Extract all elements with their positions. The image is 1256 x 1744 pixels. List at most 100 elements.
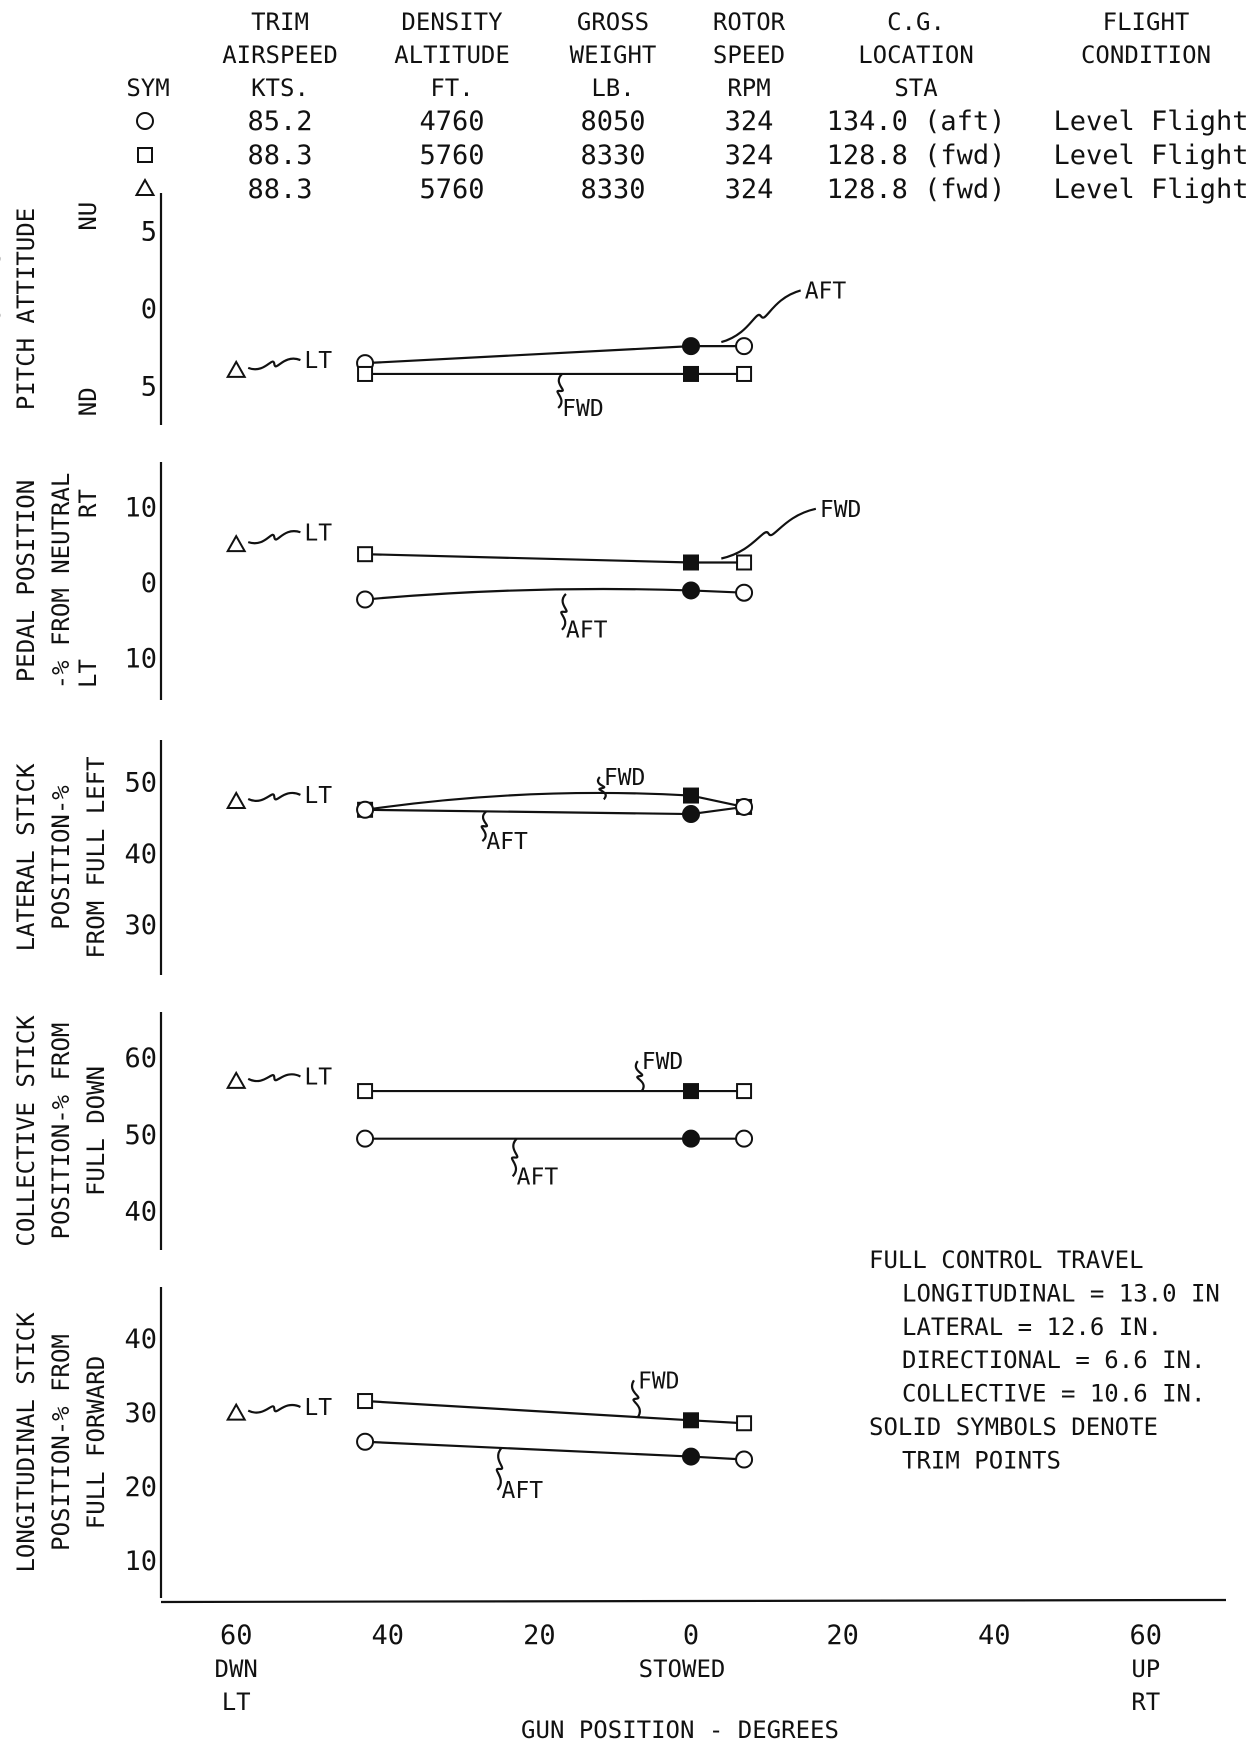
table-cell: 85.2: [247, 106, 312, 137]
x-sub-label-dwn: DWN: [215, 1655, 258, 1683]
data-point-triangle: [225, 534, 247, 553]
annotation-fwd: FWD: [642, 1049, 684, 1075]
data-point-square: [683, 554, 699, 571]
series-aft: [356, 1129, 754, 1148]
header-cell-altitude: ALTITUDE: [394, 41, 510, 69]
table-cell: 8330: [580, 140, 645, 171]
x-tick-label: 0: [683, 1620, 699, 1651]
data-point-circle: [356, 590, 375, 609]
header-cell-sym: SYM: [126, 74, 169, 102]
header-cell-condition: CONDITION: [1081, 41, 1211, 69]
annotation-lt: LT: [304, 520, 332, 546]
table-cell: 4760: [419, 106, 484, 137]
data-point-circle: [735, 583, 754, 602]
annotation-leader: [480, 810, 489, 842]
table-cell: 134.0 (aft): [827, 106, 1006, 137]
series-line-fwd: [365, 553, 745, 564]
y-tick-label: 20: [124, 1472, 157, 1503]
x-tick-label: 20: [523, 1620, 556, 1651]
table-cell: 8050: [580, 106, 645, 137]
data-point-circle: [735, 797, 754, 816]
table-cell: 128.8 (fwd): [827, 140, 1006, 171]
y-axis-label: FROM FULL LEFT: [82, 756, 110, 958]
series-lt: [225, 534, 247, 553]
y-axis-label: COLLECTIVE STICK: [12, 1015, 40, 1247]
header-cell-rotor: ROTOR: [713, 8, 786, 36]
series-line-fwd: [364, 791, 745, 811]
annotation-lt: LT: [304, 783, 332, 809]
annotation-aft: AFT: [486, 829, 528, 855]
x-sub-label-stowed: STOWED: [639, 1655, 726, 1683]
annotation-leader: [631, 1379, 641, 1418]
x-sub-label-lt: LT: [222, 1688, 251, 1716]
legend-square-icon: [137, 147, 153, 163]
annotation-lt: LT: [304, 1064, 332, 1090]
annotation-leader: [596, 776, 607, 801]
header-cell-kts: KTS.: [251, 74, 309, 102]
header-cell-rpm: RPM: [727, 74, 770, 102]
series-lt: [225, 1070, 247, 1089]
annotation-aft: AFT: [805, 278, 847, 304]
table-cell: 5760: [419, 174, 484, 205]
header-cell-density: DENSITY: [401, 8, 503, 36]
panel-lateral-stick-position-from-full-left: 50 40 30 LATERAL STICK POSITION-% FROM FULL L…: [12, 740, 754, 975]
data-point-circle: [682, 805, 700, 824]
data-point-square: [683, 1083, 699, 1100]
side-label-rt: RT: [74, 489, 102, 518]
flight-conditions-table: SYM TRIM AIRSPEED KTS. DENSITY ALTITUDE FT. GRO…: [126, 8, 1248, 205]
legend-triangle-icon: [134, 177, 156, 196]
header-cell-gross: GROSS: [577, 8, 649, 36]
data-point-triangle: [225, 359, 247, 378]
note-line: SOLID SYMBOLS DENOTE: [869, 1413, 1158, 1441]
note-line: TRIM POINTS: [902, 1446, 1061, 1474]
header-cell-flight: FLIGHT: [1103, 8, 1190, 36]
x-sub-label-up: UP: [1131, 1655, 1160, 1683]
y-axis-label: POSITION-%: [47, 785, 75, 930]
header-cell-lb: LB.: [591, 74, 634, 102]
annotation-leader: [721, 507, 817, 560]
series-aft: [356, 797, 754, 824]
data-point-triangle: [225, 1070, 247, 1089]
annotation-leader: [560, 593, 568, 631]
annotation-leader: [247, 1404, 301, 1414]
data-point-triangle: [225, 790, 247, 809]
header-cell-c-g: C.G.: [887, 8, 945, 36]
y-tick-label: 60: [124, 1043, 157, 1074]
series-fwd: [357, 365, 753, 382]
panel-collective-stick-position-from-full-down: 60 50 40 COLLECTIVE STICK POSITION-% FROM FUL…: [12, 1012, 754, 1250]
data-point-circle: [682, 1447, 700, 1466]
annotation-leader: [721, 289, 801, 344]
data-point-circle: [735, 1450, 754, 1469]
data-point-square: [357, 546, 374, 563]
header-cell-ft: FT.: [430, 74, 473, 102]
data-point-circle: [735, 337, 754, 356]
header-cell-airspeed: AIRSPEED: [222, 41, 338, 69]
data-point-circle: [356, 800, 375, 819]
series-aft: [356, 1432, 754, 1469]
y-axis-label: LONGITUDINAL STICK: [12, 1312, 40, 1573]
series-lt: [225, 790, 247, 809]
header-cell-speed: SPEED: [713, 41, 785, 69]
table-cell: 128.8 (fwd): [827, 174, 1006, 205]
annotation-leader: [247, 357, 301, 371]
note-line: DIRECTIONAL = 6.6 IN.: [902, 1346, 1205, 1374]
side-label-nd: ND: [74, 387, 102, 416]
table-cell: 88.3: [247, 140, 312, 171]
y-tick-label: 0: [141, 294, 157, 325]
data-point-circle: [682, 337, 700, 356]
y-tick-label: 0: [141, 568, 157, 599]
table-cell: 324: [725, 174, 774, 205]
panel-pedal-position-from-neutral: 10 0 10 PEDAL POSITION -% FROM NEUTRAL RT LT FW…: [12, 462, 861, 700]
side-label-lt: LT: [74, 659, 102, 688]
data-point-square: [357, 365, 374, 382]
note-line: COLLECTIVE = 10.6 IN.: [902, 1380, 1205, 1408]
annotation-lt: LT: [304, 1395, 332, 1421]
y-tick-label: 40: [124, 1197, 157, 1228]
y-tick-label: 30: [124, 910, 157, 941]
y-tick-label: 50: [124, 1120, 157, 1151]
y-tick-label: 5: [141, 371, 157, 402]
x-axis-label: GUN POSITION - DEGREES: [521, 1716, 839, 1744]
table-cell: Level Flight: [1053, 140, 1248, 171]
annotation-fwd: FWD: [562, 396, 604, 422]
x-tick-label: 40: [978, 1620, 1011, 1651]
